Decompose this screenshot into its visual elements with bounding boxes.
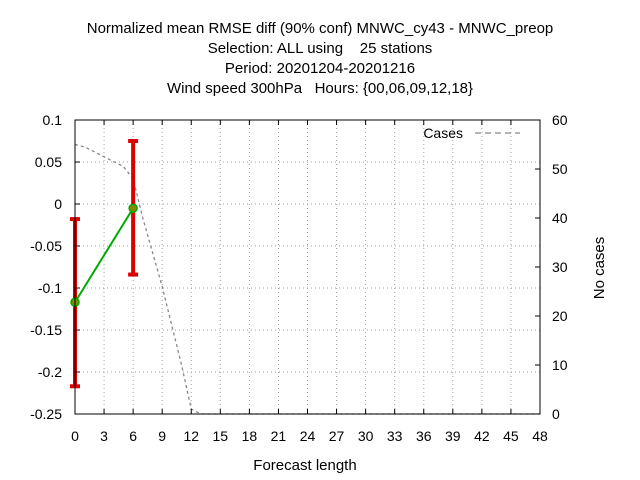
chart-title-line-4: Wind speed 300hPa Hours: {00,06,09,12,18… — [166, 80, 474, 97]
x-axis-label: Forecast length — [253, 457, 356, 474]
legend-label: Cases — [423, 125, 463, 141]
x-tick-label: 45 — [503, 428, 519, 444]
chart-title-line-1: Normalized mean RMSE diff (90% conf) MNW… — [86, 20, 554, 37]
chart-title-line-3: Period: 20201204-20201216 — [224, 60, 416, 77]
x-tick-label: 27 — [329, 428, 345, 444]
y2-tick-label: 30 — [552, 259, 568, 275]
x-tick-label: 12 — [183, 428, 199, 444]
x-tick-label: 21 — [271, 428, 287, 444]
y-tick-label: 0.1 — [43, 112, 63, 128]
chart-title-line-2: Selection: ALL using 25 stations — [207, 40, 433, 57]
y-tick-label: -0.05 — [30, 238, 62, 254]
y2-axis-label: No cases — [591, 237, 608, 300]
cases-line — [74, 143, 540, 415]
x-tick-label: 30 — [358, 428, 374, 444]
x-tick-label: 36 — [416, 428, 432, 444]
y-tick-label: -0.1 — [38, 280, 62, 296]
grid — [75, 120, 540, 414]
legend: Cases — [423, 125, 520, 141]
y2-tick-label: 50 — [552, 161, 568, 177]
diff-line — [74, 207, 134, 303]
y2-tick-label: 40 — [552, 210, 568, 226]
x-tick-label: 3 — [100, 428, 108, 444]
x-tick-label: 42 — [474, 428, 490, 444]
diff-point — [128, 203, 138, 213]
x-tick-label: 33 — [387, 428, 403, 444]
axis-ticks: 0 3 6 9 12 15 18 21 24 27 30 33 36 39 42 45 480.10.050-0… — [30, 112, 568, 444]
y2-tick-label: 0 — [552, 406, 560, 422]
diff-series — [70, 139, 139, 389]
y-tick-label: -0.25 — [30, 406, 62, 422]
x-tick-label: 6 — [129, 428, 137, 444]
y2-tick-label: 60 — [552, 112, 568, 128]
cases-series — [74, 143, 540, 415]
y2-tick-label: 20 — [552, 308, 568, 324]
x-tick-label: 18 — [242, 428, 258, 444]
x-tick-label: 39 — [445, 428, 461, 444]
x-tick-label: 24 — [300, 428, 316, 444]
x-tick-label: 48 — [532, 428, 548, 444]
y-tick-label: -0.2 — [38, 364, 62, 380]
y-tick-label: -0.15 — [30, 322, 62, 338]
x-tick-label: 9 — [158, 428, 166, 444]
y-tick-label: 0 — [54, 196, 62, 212]
y2-tick-label: 10 — [552, 357, 568, 373]
y-tick-label: 0.05 — [35, 154, 62, 170]
x-tick-label: 0 — [71, 428, 79, 444]
x-tick-label: 15 — [213, 428, 229, 444]
